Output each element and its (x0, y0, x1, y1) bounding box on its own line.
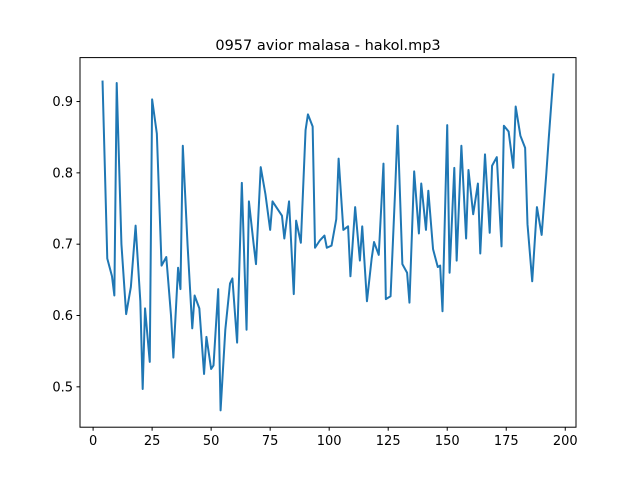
x-tick-label: 0 (89, 434, 97, 449)
x-tick-label: 75 (262, 434, 279, 449)
x-tick-label: 50 (203, 434, 220, 449)
chart-title: 0957 avior malasa - hakol.mp3 (215, 38, 440, 54)
data-line (101, 73, 555, 412)
x-tick-label: 100 (317, 434, 342, 449)
x-tick-label: 175 (494, 434, 519, 449)
y-tick-label: 0.9 (52, 95, 73, 110)
y-tick-label: 0.8 (52, 166, 73, 181)
x-tick-label: 200 (553, 434, 578, 449)
x-tick-label: 125 (376, 434, 401, 449)
x-tick-label: 25 (144, 434, 161, 449)
axes-frame (79, 57, 577, 428)
y-tick-label: 0.7 (52, 238, 73, 253)
x-tick-label: 150 (435, 434, 460, 449)
y-tick-label: 0.5 (52, 380, 73, 395)
y-tick-label: 0.6 (52, 309, 73, 324)
